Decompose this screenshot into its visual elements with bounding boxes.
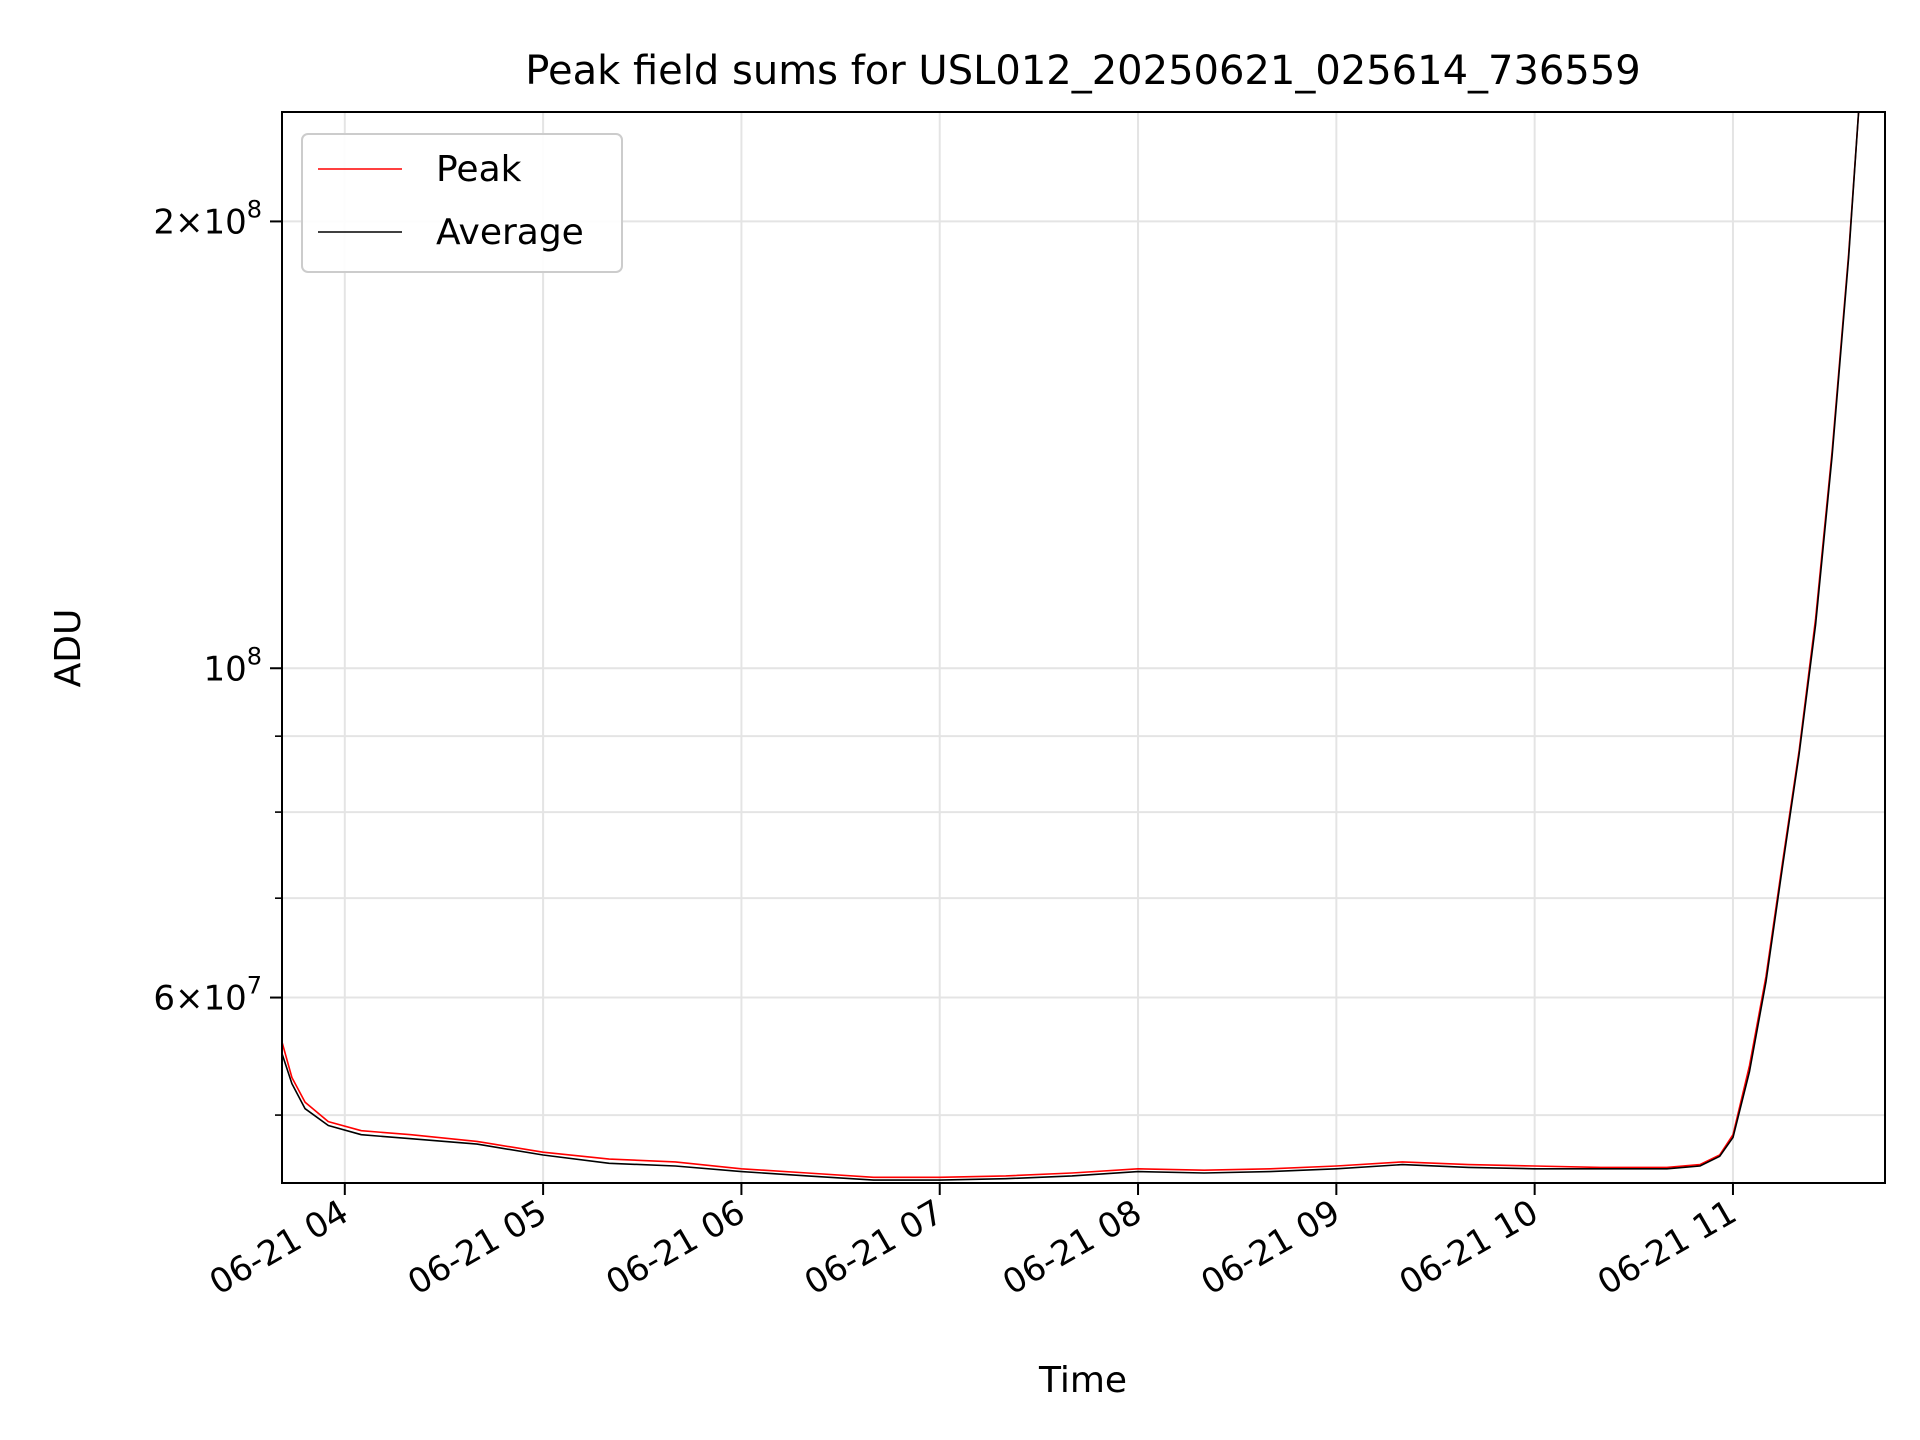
- grid: [282, 112, 1885, 1183]
- legend-label: Peak: [436, 149, 522, 190]
- chart-title: Peak field sums for USL012_20250621_0256…: [525, 48, 1640, 94]
- legend-label: Average: [436, 212, 584, 253]
- legend: Peak Average: [301, 133, 623, 273]
- x-axis-label: Time: [1038, 1360, 1127, 1401]
- series-line-average: [281, 111, 1860, 1181]
- y-tick-label: 2×108: [153, 195, 262, 242]
- plot-frame: [281, 111, 1886, 1184]
- y-axis-label: ADU: [48, 609, 89, 688]
- series-layer: [281, 111, 1860, 1181]
- y-tick-label: 6×107: [153, 972, 262, 1019]
- y-tick-label: 108: [203, 642, 262, 689]
